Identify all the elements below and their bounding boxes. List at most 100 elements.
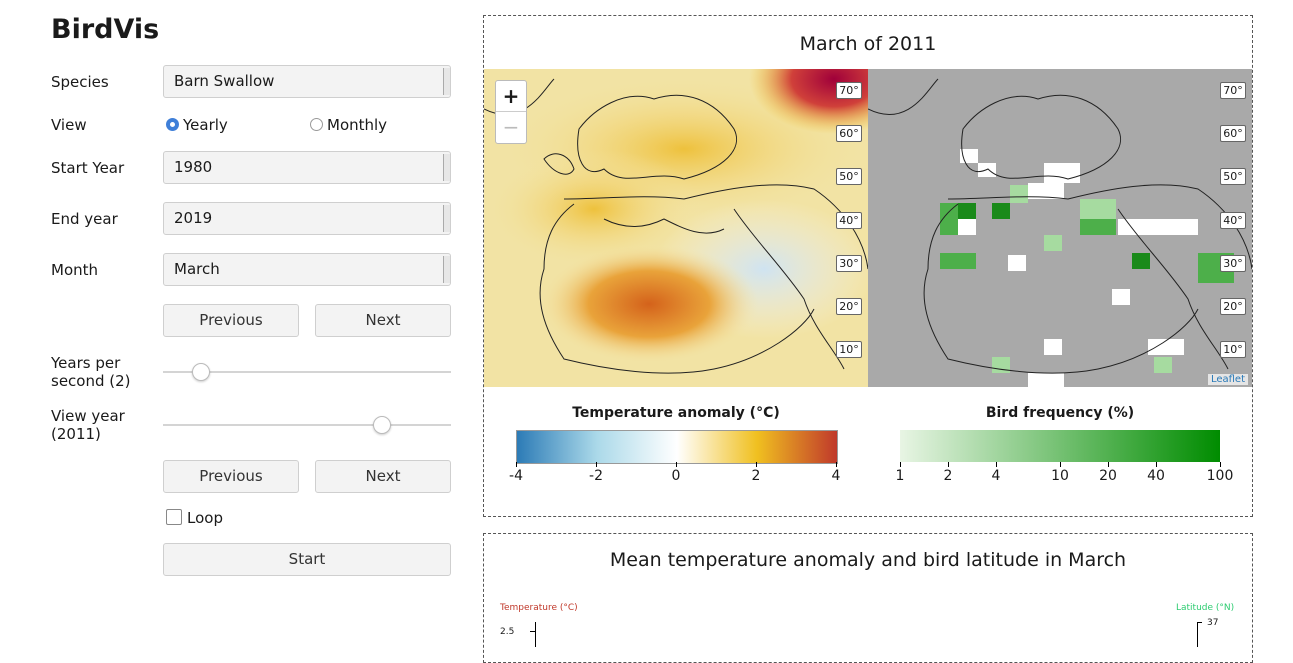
temperature-legend-title: Temperature anomaly (°C) (572, 405, 780, 421)
app-title: BirdVis (51, 14, 160, 45)
species-value: Barn Swallow (174, 72, 275, 90)
bird-legend-tick-mark (900, 462, 901, 467)
temperature-legend-tick-mark (836, 462, 837, 467)
temperature-legend-tick-label: 0 (671, 468, 681, 484)
start-year-select[interactable]: 1980 (163, 151, 451, 184)
lat-label-20: 20° (836, 298, 862, 315)
radio-yearly[interactable] (166, 118, 179, 131)
start-button[interactable]: Start (163, 543, 451, 576)
bird-legend-tick-mark (1108, 462, 1109, 467)
chevron-down-icon (443, 205, 450, 232)
lat-label-70: 70° (1220, 82, 1246, 99)
coastline-outline (484, 78, 868, 374)
radio-monthly[interactable] (310, 118, 323, 131)
bird-legend-bar (900, 430, 1220, 462)
timeseries-title: Mean temperature anomaly and bird latitu… (609, 549, 1127, 571)
leaflet-attribution-link[interactable]: Leaflet (1207, 374, 1248, 385)
bird-legend-tick-label: 100 (1206, 468, 1234, 484)
view-label: View (51, 116, 87, 134)
lat-label-60: 60° (1220, 125, 1246, 142)
lat-label-60: 60° (836, 125, 862, 142)
temperature-legend-bar (516, 430, 838, 464)
bird-legend-tick-label: 1 (895, 468, 905, 484)
bird-legend-tick-mark (996, 462, 997, 467)
left-axis-tick-mark (530, 631, 535, 632)
next-year-button[interactable]: Next (315, 460, 451, 493)
temperature-legend-tick-label: 4 (831, 468, 841, 484)
view-year-slider-track[interactable] (163, 424, 451, 426)
next-month-button[interactable]: Next (315, 304, 451, 337)
bird-map-layer (868, 78, 1252, 387)
bird-legend-tick-label: 4 (991, 468, 1001, 484)
bird-legend-ticks: 1 2 4 10 20 40 100 (896, 462, 1233, 486)
zoom-out-button[interactable]: − (502, 115, 520, 139)
temperature-legend-ticks: -4 -2 0 2 4 (509, 462, 840, 486)
right-axis-tick: 37 (1207, 618, 1219, 628)
temperature-legend-tick-mark (756, 462, 757, 467)
month-label: Month (51, 261, 99, 279)
right-axis-label: Latitude (°N) (1176, 603, 1235, 613)
chevron-down-icon (443, 68, 450, 95)
map-panel (483, 15, 1253, 517)
lat-label-40: 40° (1220, 212, 1246, 229)
view-year-slider-handle[interactable] (373, 416, 391, 434)
lat-label-30: 30° (836, 255, 862, 272)
start-year-value: 1980 (174, 158, 213, 176)
lat-label-50: 50° (836, 168, 862, 185)
map-title: March of 2011 (799, 33, 937, 55)
right-axis-tick-mark (1197, 622, 1202, 623)
radio-monthly-label: Monthly (327, 116, 388, 134)
species-select[interactable]: Barn Swallow (163, 65, 451, 98)
speed-slider-handle[interactable] (192, 363, 210, 381)
lat-label-20: 20° (1220, 298, 1246, 315)
temperature-legend-tick-label: 2 (751, 468, 761, 484)
speed-label: Years per second (2) (51, 354, 131, 390)
radio-yearly-label: Yearly (183, 116, 228, 134)
temperature-legend-tick-label: -2 (589, 468, 603, 484)
left-axis-tick: 2.5 (500, 627, 515, 637)
previous-month-button[interactable]: Previous (163, 304, 299, 337)
bird-legend-tick-label: 2 (943, 468, 953, 484)
right-axis-line (1197, 622, 1198, 647)
temperature-legend-tick-label: -4 (509, 468, 523, 484)
bird-legend-tick-mark (1220, 462, 1221, 467)
month-value: March (174, 260, 220, 278)
previous-year-button[interactable]: Previous (163, 460, 299, 493)
lat-label-30: 30° (1220, 255, 1246, 272)
temperature-map[interactable]: + − 70° 60° 50° 40° 30° 20° 10° (484, 69, 868, 387)
temperature-legend-tick-mark (596, 462, 597, 467)
lat-label-40: 40° (836, 212, 862, 229)
coastline-outline (868, 78, 1252, 374)
bird-legend-title: Bird frequency (%) (985, 405, 1135, 421)
bird-legend-tick-mark (1156, 462, 1157, 467)
chevron-down-icon (443, 154, 450, 181)
end-year-select[interactable]: 2019 (163, 202, 451, 235)
zoom-control: + − (495, 80, 527, 144)
view-year-label: View year (2011) (51, 407, 125, 443)
lat-label-10: 10° (1220, 341, 1246, 358)
month-select[interactable]: March (163, 253, 451, 286)
loop-label: Loop (187, 509, 223, 527)
bird-legend-tick-mark (1060, 462, 1061, 467)
left-axis-line (535, 622, 536, 647)
zoom-in-button[interactable]: + (496, 81, 526, 112)
species-label: Species (51, 73, 109, 91)
temperature-legend-tick-mark (676, 462, 677, 467)
lat-label-50: 50° (1220, 168, 1246, 185)
start-year-label: Start Year (51, 159, 125, 177)
bird-legend-tick-mark (948, 462, 949, 467)
bird-frequency-map[interactable]: 70° 60° 50° 40° 30° 20° 10° Leaflet (868, 69, 1252, 387)
lat-label-10: 10° (836, 341, 862, 358)
temperature-legend-tick-mark (516, 462, 517, 467)
bird-legend-tick-label: 40 (1147, 468, 1165, 484)
end-year-value: 2019 (174, 209, 213, 227)
lat-label-70: 70° (836, 82, 862, 99)
bird-legend-tick-label: 10 (1051, 468, 1069, 484)
loop-checkbox[interactable] (166, 509, 182, 525)
end-year-label: End year (51, 210, 118, 228)
bird-legend-tick-label: 20 (1099, 468, 1117, 484)
speed-slider-track[interactable] (163, 371, 451, 373)
left-axis-label: Temperature (°C) (500, 603, 578, 613)
temperature-map-layer (484, 69, 868, 387)
chevron-down-icon (443, 256, 450, 283)
